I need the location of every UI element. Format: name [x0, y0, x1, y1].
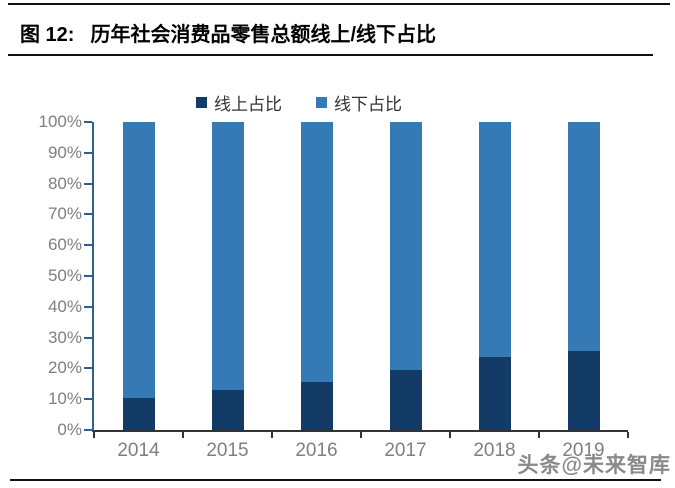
bar-group-2016: [300, 122, 333, 430]
bar-group-2017: [389, 122, 422, 430]
x-axis-label-2016: 2016: [295, 440, 338, 461]
chart-legend: 线上占比 线下占比: [196, 90, 402, 115]
y-axis-label: 40%: [47, 296, 82, 316]
y-axis-label: 70%: [47, 204, 82, 224]
figure-title-text: 历年社会消费品零售总额线上/线下占比: [90, 24, 437, 46]
y-axis-tick: [84, 151, 92, 154]
x-axis-tick: [449, 432, 451, 438]
figure-number: 图 12:: [20, 24, 75, 46]
bar-group-2015: [211, 122, 244, 430]
bar-online-2016: [300, 382, 333, 430]
y-axis-tick: [84, 275, 92, 277]
y-axis-label: 80%: [47, 173, 82, 193]
y-axis-label: 90%: [47, 142, 82, 162]
y-axis-tick: [84, 244, 92, 247]
y-axis-label: 10%: [47, 389, 82, 409]
title-divider: [8, 54, 653, 56]
bar-offline-2014: [122, 122, 155, 399]
legend-swatch-offline-icon: [316, 97, 327, 108]
bar-online-2018: [478, 357, 511, 430]
bar-group-2019: [567, 122, 600, 430]
bar-offline-2019: [567, 122, 600, 351]
bar-online-2019: [567, 350, 600, 430]
y-axis-label: 60%: [47, 235, 82, 255]
legend-label-offline: 线下占比: [334, 95, 402, 114]
y-axis-tick: [84, 213, 92, 216]
x-axis-label-2019: 2019: [562, 440, 605, 461]
x-axis-label-2014: 2014: [117, 440, 160, 461]
bar-group-2014: [122, 122, 155, 430]
bar-online-2015: [211, 390, 244, 430]
watermark: 头条@未来智库: [517, 454, 671, 477]
bar-online-2017: [389, 369, 422, 430]
bar-online-2014: [122, 398, 155, 430]
bar-offline-2016: [300, 122, 333, 383]
x-axis-tick: [271, 432, 273, 438]
y-axis-label: 30%: [47, 327, 82, 347]
figure-title: 图 12: 历年社会消费品零售总额线上/线下占比: [20, 18, 436, 47]
y-axis-label: 100%: [38, 112, 82, 131]
bar-offline-2018: [478, 122, 511, 358]
y-axis-tick: [84, 121, 92, 123]
y-axis-label: 20%: [47, 358, 82, 378]
legend-swatch-online-icon: [196, 97, 207, 108]
bottom-divider: [10, 479, 661, 481]
legend-label-online: 线上占比: [214, 95, 282, 114]
x-axis-label-2015: 2015: [206, 440, 249, 461]
x-axis-label-2017: 2017: [384, 440, 427, 461]
legend-item-offline: 线下占比: [316, 90, 402, 115]
x-axis-tick: [360, 432, 362, 438]
bar-group-2018: [478, 122, 511, 430]
y-axis-tick: [84, 182, 92, 185]
x-axis-tick: [627, 432, 629, 438]
bar-offline-2015: [211, 122, 244, 391]
y-axis-tick: [84, 305, 92, 308]
top-divider: [8, 3, 670, 5]
x-axis-tick: [538, 432, 540, 438]
plot-area: 0% 10% 20% 30% 40% 50% 60% 70% 80% 90% 100% 2014 201…: [39, 112, 629, 461]
y-axis-tick: [84, 336, 92, 339]
y-axis-tick: [84, 398, 92, 401]
y-axis-label: 50%: [47, 266, 82, 285]
bar-offline-2017: [389, 122, 422, 370]
y-axis-label: 0%: [57, 420, 82, 439]
y-axis-tick: [84, 429, 92, 431]
x-axis-label-2018: 2018: [473, 440, 516, 461]
y-axis-tick: [84, 367, 92, 370]
x-axis-tick: [182, 432, 184, 438]
legend-item-online: 线上占比: [196, 90, 282, 115]
x-axis-tick: [93, 432, 95, 438]
